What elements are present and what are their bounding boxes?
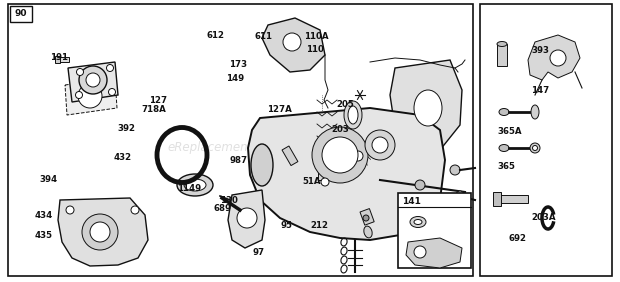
Text: 212: 212: [310, 221, 328, 230]
Circle shape: [353, 151, 363, 161]
Circle shape: [415, 180, 425, 190]
Circle shape: [456, 191, 464, 199]
Text: 90: 90: [15, 10, 27, 19]
Ellipse shape: [497, 41, 507, 47]
Circle shape: [82, 214, 118, 250]
Circle shape: [131, 206, 139, 214]
Text: 147: 147: [531, 86, 549, 95]
Text: 149: 149: [226, 74, 244, 83]
Ellipse shape: [348, 106, 358, 124]
Text: 365A: 365A: [498, 127, 523, 136]
Ellipse shape: [499, 144, 509, 151]
Polygon shape: [248, 108, 445, 240]
Text: 191: 191: [50, 53, 68, 62]
Ellipse shape: [531, 105, 539, 119]
Text: 95: 95: [280, 221, 292, 230]
Text: 110: 110: [306, 45, 324, 54]
Polygon shape: [406, 238, 462, 268]
Circle shape: [90, 222, 110, 242]
Circle shape: [76, 69, 84, 76]
Circle shape: [322, 137, 358, 173]
Circle shape: [66, 206, 74, 214]
Text: 393: 393: [531, 46, 549, 55]
Circle shape: [372, 137, 388, 153]
Text: 689: 689: [214, 204, 232, 213]
Text: 203A: 203A: [531, 213, 556, 222]
Ellipse shape: [410, 217, 426, 228]
Polygon shape: [528, 35, 580, 80]
Bar: [8, 4, 473, 276]
Circle shape: [237, 208, 257, 228]
Bar: [55, 57, 69, 62]
Circle shape: [321, 178, 329, 186]
Circle shape: [108, 89, 115, 96]
Text: 611: 611: [254, 32, 272, 41]
Text: 1149: 1149: [177, 184, 201, 193]
Polygon shape: [228, 190, 265, 248]
Bar: [480, 4, 612, 276]
Text: 718A: 718A: [141, 105, 166, 114]
Circle shape: [107, 65, 113, 72]
Text: 432: 432: [113, 153, 131, 162]
Text: 692: 692: [508, 234, 526, 243]
Text: 435: 435: [34, 231, 52, 240]
Text: 141: 141: [402, 197, 421, 206]
Circle shape: [363, 215, 369, 221]
Circle shape: [76, 91, 82, 98]
Text: 173: 173: [229, 60, 247, 69]
Bar: [493, 192, 501, 206]
Ellipse shape: [251, 144, 273, 186]
Text: 203: 203: [332, 125, 350, 134]
Text: 110A: 110A: [304, 32, 329, 41]
Text: 130: 130: [220, 196, 238, 205]
Circle shape: [365, 130, 395, 160]
Polygon shape: [58, 198, 148, 266]
Polygon shape: [68, 62, 118, 102]
Polygon shape: [390, 60, 462, 155]
Bar: [360, 209, 374, 225]
Circle shape: [450, 165, 460, 175]
Circle shape: [78, 84, 102, 108]
Bar: [318, 158, 332, 180]
Text: 127A: 127A: [267, 105, 291, 114]
Ellipse shape: [344, 101, 362, 129]
Text: 97: 97: [253, 248, 265, 257]
Text: 394: 394: [39, 175, 57, 184]
Ellipse shape: [414, 90, 442, 126]
Bar: [497, 44, 507, 66]
Bar: [10, 6, 32, 22]
Text: 205: 205: [337, 100, 355, 109]
Circle shape: [414, 246, 426, 258]
Text: eReplacementParts.com: eReplacementParts.com: [168, 142, 312, 155]
Text: 127: 127: [149, 96, 167, 105]
Text: 51A: 51A: [303, 177, 321, 186]
Bar: [282, 146, 298, 166]
Ellipse shape: [533, 146, 538, 151]
Ellipse shape: [414, 219, 422, 224]
Ellipse shape: [364, 226, 372, 238]
Circle shape: [349, 147, 367, 165]
Circle shape: [86, 73, 100, 87]
Bar: [398, 193, 471, 268]
Circle shape: [550, 50, 566, 66]
Ellipse shape: [499, 109, 509, 116]
Text: 392: 392: [118, 124, 136, 133]
Bar: [55, 56, 60, 63]
Bar: [498, 195, 528, 203]
Text: 434: 434: [34, 211, 52, 220]
Ellipse shape: [530, 143, 540, 153]
Polygon shape: [262, 18, 325, 72]
Polygon shape: [65, 78, 117, 115]
Circle shape: [312, 127, 368, 183]
Ellipse shape: [184, 179, 206, 191]
Circle shape: [79, 66, 107, 94]
Circle shape: [283, 33, 301, 51]
Ellipse shape: [177, 174, 213, 196]
Text: 365: 365: [498, 162, 516, 171]
Text: 612: 612: [206, 31, 224, 40]
Text: 987: 987: [229, 156, 247, 165]
